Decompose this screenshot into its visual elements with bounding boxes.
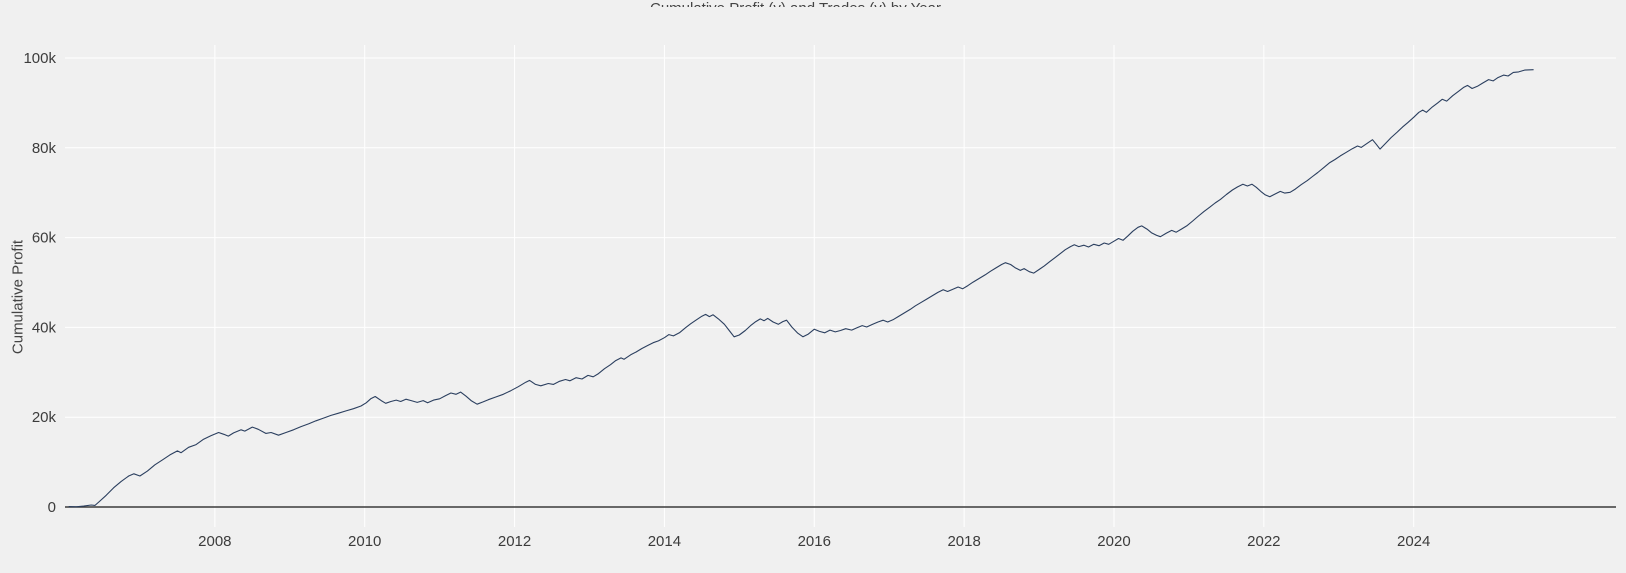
x-tick-label: 2008: [198, 533, 231, 550]
y-tick-label: 40k: [32, 319, 57, 336]
x-tick-label: 2018: [947, 533, 980, 550]
x-tick-label: 2024: [1397, 533, 1430, 550]
y-tick-label: 0: [48, 499, 56, 516]
chart-title-text: Cumulative Profit (y) and Trades (y) by …: [650, 1, 941, 7]
chart-title-clipped: Cumulative Profit (y) and Trades (y) by …: [650, 0, 941, 7]
x-tick-label: 2014: [648, 533, 681, 550]
x-tick-label: 2016: [798, 533, 831, 550]
x-tick-label: 2010: [348, 533, 381, 550]
y-tick-label: 80k: [32, 140, 57, 157]
y-tick-label: 20k: [32, 409, 57, 426]
y-tick-label: 60k: [32, 230, 57, 247]
profit-line: [68, 69, 1534, 508]
x-tick-label: 2020: [1097, 533, 1130, 550]
y-tick-label: 100k: [23, 50, 56, 67]
x-tick-label: 2012: [498, 533, 531, 550]
x-tick-label: 2022: [1247, 533, 1280, 550]
